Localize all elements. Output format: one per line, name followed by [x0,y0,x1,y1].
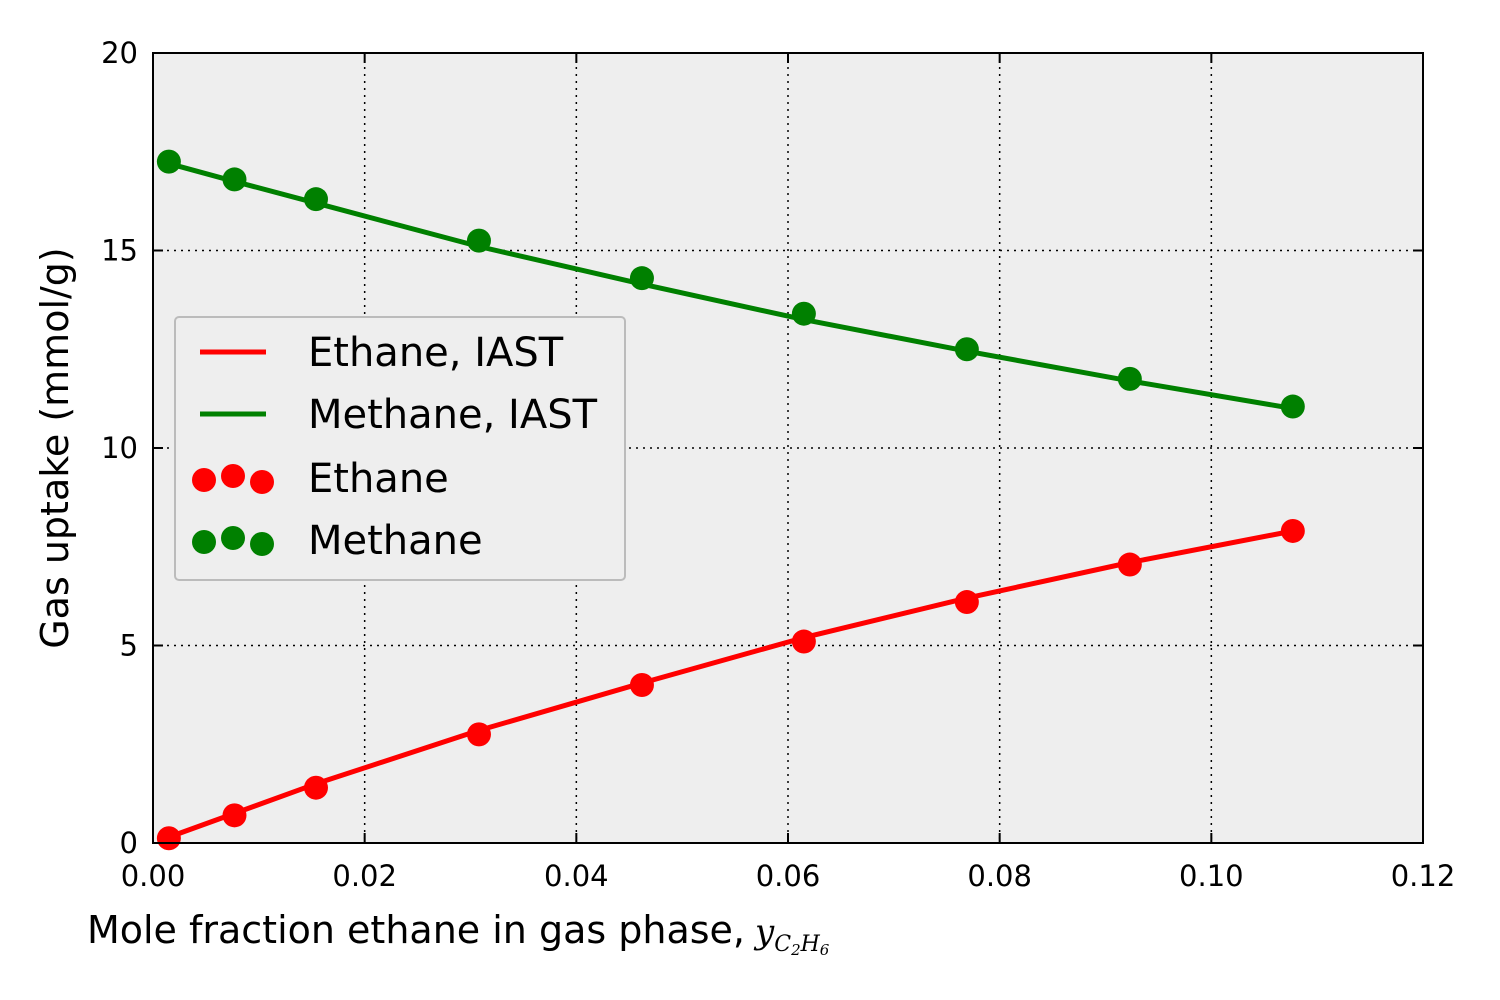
legend-label-ethane: Ethane [308,456,449,502]
data-point-methane [466,228,491,253]
data-point-methane [1117,366,1142,391]
data-point-ethane [791,629,816,654]
x-tick-label: 0.12 [1391,859,1456,893]
data-point-methane [791,301,816,326]
x-tick-label: 0.08 [967,859,1032,893]
x-tick-label: 0.04 [544,859,609,893]
x-axis-math-sub3: H [800,932,821,957]
y-tick-label: 15 [101,234,138,268]
series-points [156,149,1305,851]
data-point-methane [954,337,979,362]
y-tick-label: 10 [101,431,138,465]
data-point-methane [303,187,328,212]
legend-marker-methane [221,526,245,550]
data-point-methane [222,167,247,192]
x-tick-label: 0.10 [1179,859,1244,893]
data-point-methane [1280,394,1305,419]
data-point-ethane [954,590,979,615]
data-point-ethane [303,775,328,800]
y-tick-label: 0 [120,826,138,860]
x-tick-label: 0.06 [756,859,821,893]
data-point-ethane [466,722,491,747]
y-tick-label: 20 [101,36,138,70]
ticks [152,52,1424,844]
x-axis-math-sub1: C [774,932,791,957]
y-tick-label: 5 [120,629,138,663]
tick-labels: 0.00 0.02 0.04 0.06 0.08 0.10 0.12 0 5 10 15 20 [101,36,1455,893]
x-axis-title-math: yC2H6 [753,912,830,959]
legend-marker-ethane [250,470,274,494]
y-axis-title: Gas uptake (mmol/g) [33,247,77,649]
legend-label-ethane-iast: Ethane, IAST [308,330,564,376]
data-point-ethane [222,803,247,828]
legend-marker-methane [192,530,216,554]
x-tick-label: 0.00 [121,859,186,893]
legend-label-methane-iast: Methane, IAST [308,392,598,438]
x-axis-title: Mole fraction ethane in gas phase, [87,908,745,952]
legend-label-methane: Methane [308,518,483,564]
data-point-methane [629,266,654,291]
x-axis-math-sub2: 2 [790,941,801,959]
data-point-methane [156,149,181,174]
legend-marker-ethane [192,468,216,492]
legend-box [174,316,626,581]
data-point-ethane [629,673,654,697]
data-point-ethane [156,826,181,851]
x-axis-math-base: y [753,912,775,952]
data-point-ethane [1280,518,1305,543]
legend-marker-methane [250,532,274,556]
legend-entries: Ethane, IAST Methane, IAST Ethane Methane [192,330,598,564]
data-point-ethane [1117,552,1142,577]
legend-marker-ethane [221,464,245,488]
legend: Ethane, IAST Methane, IAST Ethane Methane [174,316,626,581]
x-axis-math-sub4: 6 [820,941,830,959]
x-tick-label: 0.02 [332,859,397,893]
